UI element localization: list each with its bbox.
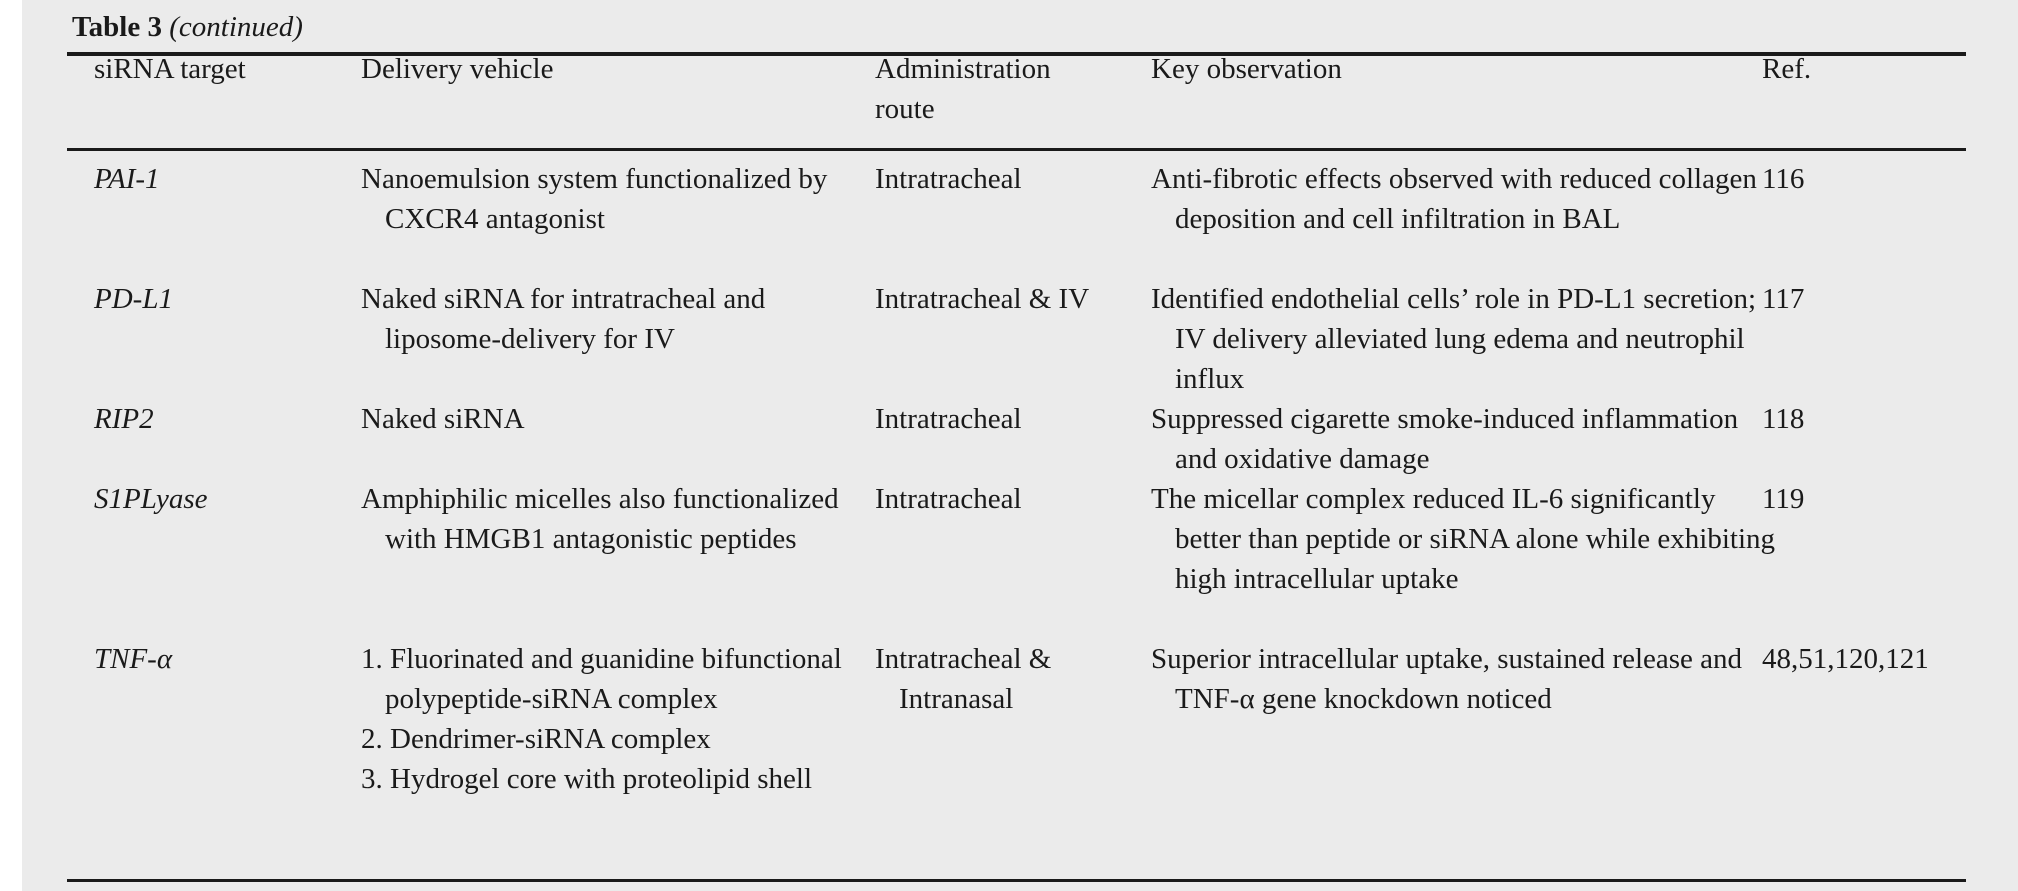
table-caption: Table 3 (continued) (72, 10, 303, 44)
row-4-vehicle: Amphiphilic micelles also functionalized… (361, 483, 839, 555)
header-route-line1: Administration (875, 53, 1051, 85)
table-label: Table 3 (72, 11, 162, 43)
row-5-ref: 48,51,120,121 (1762, 643, 1929, 675)
row-2-vehicle: Naked siRNA for intratracheal and liposo… (361, 283, 766, 355)
top-rule (67, 52, 1966, 56)
row-3-ref: 118 (1762, 403, 1805, 435)
row-4-observation: The micellar complex reduced IL-6 signif… (1151, 483, 1776, 595)
row-1-vehicle: Nanoemulsion system functionalized by CX… (361, 163, 828, 235)
row-5-vehicle-item-3: 3. Hydrogel core with proteolipid shell (361, 763, 813, 795)
bottom-rule (67, 879, 1966, 882)
row-2-route: Intratracheal & IV (875, 283, 1090, 315)
row-3-vehicle: Naked siRNA (361, 403, 525, 435)
row-3-target: RIP2 (94, 403, 154, 435)
table-continued-note: (continued) (169, 11, 303, 43)
header-key-observation: Key observation (1151, 53, 1342, 85)
row-1-ref: 116 (1762, 163, 1805, 195)
row-1-route: Intratracheal (875, 163, 1022, 195)
row-5-vehicle: 1. Fluorinated and guanidine bifunctiona… (361, 639, 885, 799)
row-2-ref: 117 (1762, 283, 1805, 315)
header-delivery-vehicle: Delivery vehicle (361, 53, 554, 85)
row-4-ref: 119 (1762, 483, 1805, 515)
row-3-route: Intratracheal (875, 403, 1022, 435)
row-3-observation: Suppressed cigarette smoke-induced infla… (1151, 403, 1739, 475)
row-2-observation: Identified endothelial cells’ role in PD… (1151, 283, 1757, 395)
row-4-target: S1PLyase (94, 483, 208, 515)
row-1-target: PAI-1 (94, 163, 160, 195)
row-5-vehicle-item-2: 2. Dendrimer-siRNA complex (361, 723, 711, 755)
row-2-target: PD-L1 (94, 283, 173, 315)
header-rule (67, 148, 1966, 151)
header-siRNA-target: siRNA target (94, 53, 246, 85)
row-5-observation: Superior intracellular uptake, sustained… (1151, 643, 1743, 715)
row-5-target: TNF-α (94, 643, 173, 675)
row-4-route: Intratracheal (875, 483, 1022, 515)
header-route-line2: route (875, 93, 935, 125)
row-5-vehicle-item-1: 1. Fluorinated and guanidine bifunctiona… (361, 643, 842, 715)
row-5-route: Intratracheal & Intranasal (875, 643, 1052, 715)
header-ref: Ref. (1762, 53, 1812, 85)
row-1-observation: Anti-fibrotic effects observed with redu… (1151, 163, 1757, 235)
header-administration-route: Administration route (875, 49, 1145, 129)
